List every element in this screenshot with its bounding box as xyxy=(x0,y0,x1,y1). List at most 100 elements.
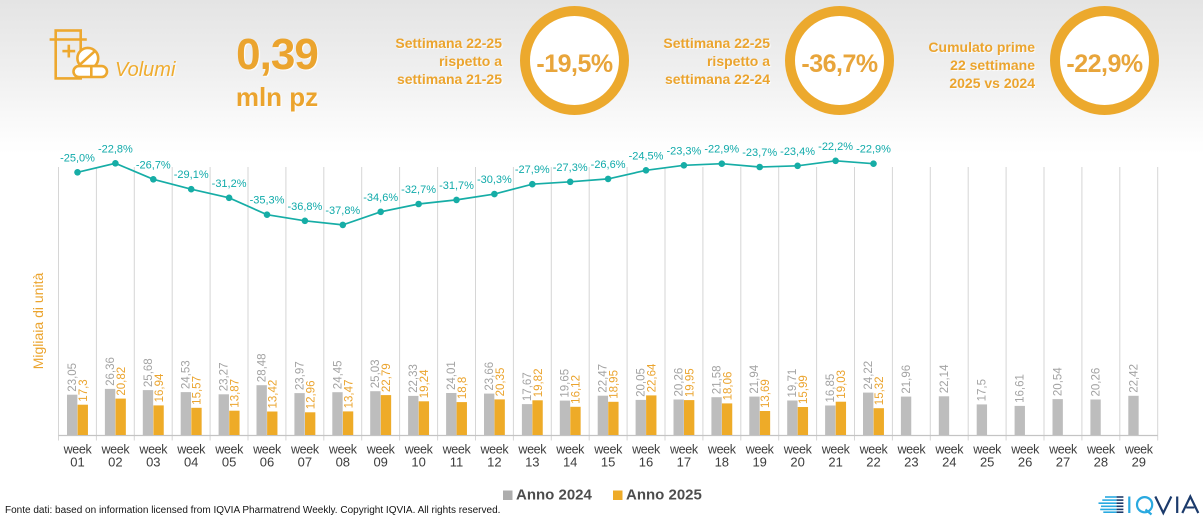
svg-text:13,47: 13,47 xyxy=(343,380,355,409)
svg-text:26: 26 xyxy=(1018,454,1032,469)
svg-text:15: 15 xyxy=(601,454,615,469)
svg-text:20,26: 20,26 xyxy=(673,368,685,397)
svg-text:Migliaia di unità: Migliaia di unità xyxy=(30,273,46,370)
svg-text:week: week xyxy=(1010,443,1040,457)
svg-text:week: week xyxy=(897,443,927,457)
svg-text:22,47: 22,47 xyxy=(598,364,610,393)
svg-text:-35,3%: -35,3% xyxy=(250,195,285,207)
svg-text:-25,0%: -25,0% xyxy=(60,152,95,164)
svg-text:21,94: 21,94 xyxy=(749,364,761,393)
svg-text:22,64: 22,64 xyxy=(647,363,659,392)
svg-text:17: 17 xyxy=(677,454,691,469)
svg-text:20,26: 20,26 xyxy=(1090,368,1102,397)
svg-text:12,96: 12,96 xyxy=(305,381,317,410)
svg-text:02: 02 xyxy=(108,454,122,469)
svg-text:week: week xyxy=(442,443,472,457)
svg-text:13,87: 13,87 xyxy=(230,379,242,408)
svg-text:22,42: 22,42 xyxy=(1128,364,1140,393)
svg-text:-23,4%: -23,4% xyxy=(780,146,815,158)
svg-text:Anno 2024: Anno 2024 xyxy=(516,487,593,504)
svg-text:week: week xyxy=(63,443,93,457)
svg-text:-26,7%: -26,7% xyxy=(136,159,171,171)
svg-text:07: 07 xyxy=(298,454,312,469)
svg-text:-24,5%: -24,5% xyxy=(629,150,664,162)
svg-text:week: week xyxy=(214,443,244,457)
svg-text:22: 22 xyxy=(866,454,880,469)
svg-text:-30,3%: -30,3% xyxy=(477,174,512,186)
svg-text:week: week xyxy=(783,443,813,457)
svg-text:-22,9%: -22,9% xyxy=(856,144,891,156)
svg-text:23: 23 xyxy=(904,454,918,469)
svg-text:20,54: 20,54 xyxy=(1053,367,1065,396)
svg-text:16,61: 16,61 xyxy=(1015,374,1027,403)
svg-text:-29,1%: -29,1% xyxy=(174,169,209,181)
svg-text:week: week xyxy=(138,443,168,457)
svg-text:08: 08 xyxy=(336,454,350,469)
svg-text:09: 09 xyxy=(373,454,387,469)
svg-text:15,57: 15,57 xyxy=(192,376,204,405)
svg-text:-22,9%: -22,9% xyxy=(704,144,739,156)
svg-text:17,5: 17,5 xyxy=(977,379,989,401)
svg-text:24,22: 24,22 xyxy=(863,361,875,390)
svg-text:27: 27 xyxy=(1056,454,1070,469)
svg-text:24,53: 24,53 xyxy=(181,360,193,389)
svg-text:22,33: 22,33 xyxy=(408,364,420,393)
svg-text:week: week xyxy=(859,443,889,457)
svg-text:05: 05 xyxy=(222,454,236,469)
svg-text:week: week xyxy=(252,443,282,457)
svg-text:-23,7%: -23,7% xyxy=(742,147,777,159)
svg-text:week: week xyxy=(555,443,585,457)
svg-text:-34,6%: -34,6% xyxy=(363,192,398,204)
svg-text:23,66: 23,66 xyxy=(484,362,496,391)
svg-text:11: 11 xyxy=(450,454,464,469)
svg-text:21,96: 21,96 xyxy=(901,365,913,394)
svg-text:28: 28 xyxy=(1094,454,1108,469)
svg-text:12: 12 xyxy=(487,454,501,469)
svg-text:15,32: 15,32 xyxy=(874,376,886,405)
svg-text:19,24: 19,24 xyxy=(419,369,431,398)
svg-text:week: week xyxy=(631,443,661,457)
svg-text:week: week xyxy=(707,443,737,457)
svg-text:week: week xyxy=(934,443,964,457)
svg-text:25,68: 25,68 xyxy=(143,358,155,387)
svg-text:18,8: 18,8 xyxy=(457,377,469,399)
svg-text:19,65: 19,65 xyxy=(560,369,572,398)
svg-text:28,48: 28,48 xyxy=(257,353,269,382)
svg-text:20,82: 20,82 xyxy=(116,367,128,396)
svg-text:17,3: 17,3 xyxy=(78,379,90,401)
svg-text:week: week xyxy=(1086,443,1116,457)
svg-text:25: 25 xyxy=(980,454,994,469)
svg-text:23,97: 23,97 xyxy=(294,361,306,390)
svg-text:22,14: 22,14 xyxy=(939,364,951,393)
svg-text:15,99: 15,99 xyxy=(798,375,810,404)
svg-text:03: 03 xyxy=(146,454,160,469)
svg-text:-27,3%: -27,3% xyxy=(553,162,588,174)
svg-text:22,79: 22,79 xyxy=(381,363,393,392)
svg-text:17,67: 17,67 xyxy=(522,372,534,401)
svg-text:week: week xyxy=(328,443,358,457)
svg-text:20,35: 20,35 xyxy=(495,368,507,397)
svg-text:-22,2%: -22,2% xyxy=(818,141,853,153)
svg-text:-36,8%: -36,8% xyxy=(287,201,322,213)
svg-text:18,95: 18,95 xyxy=(609,370,621,399)
svg-text:week: week xyxy=(821,443,851,457)
svg-text:18: 18 xyxy=(715,454,729,469)
svg-text:week: week xyxy=(669,443,699,457)
svg-text:week: week xyxy=(517,443,547,457)
svg-text:week: week xyxy=(972,443,1002,457)
svg-text:19,71: 19,71 xyxy=(787,369,799,398)
svg-text:-32,7%: -32,7% xyxy=(401,184,436,196)
svg-text:06: 06 xyxy=(260,454,274,469)
svg-text:week: week xyxy=(593,443,623,457)
svg-text:13,69: 13,69 xyxy=(760,379,772,408)
svg-text:23,05: 23,05 xyxy=(67,363,79,392)
svg-text:20,05: 20,05 xyxy=(636,368,648,397)
svg-text:14: 14 xyxy=(563,454,577,469)
svg-text:20: 20 xyxy=(790,454,804,469)
svg-text:-37,8%: -37,8% xyxy=(325,205,360,217)
svg-text:week: week xyxy=(1048,443,1078,457)
svg-text:-22,8%: -22,8% xyxy=(98,143,133,155)
svg-text:Anno 2025: Anno 2025 xyxy=(626,487,702,504)
svg-text:10: 10 xyxy=(411,454,425,469)
svg-text:week: week xyxy=(176,443,206,457)
